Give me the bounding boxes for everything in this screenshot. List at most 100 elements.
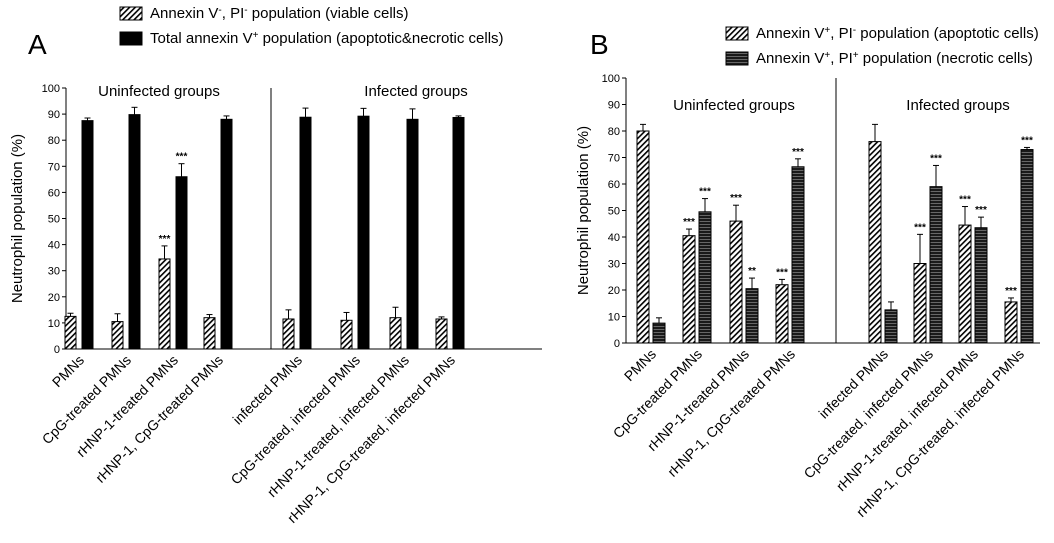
legend-label-part: Annexin V: [756, 50, 824, 67]
legend-label-sup: +: [853, 50, 859, 61]
legend-label: Annexin V-, PI- population (viable cells…: [150, 5, 409, 23]
legend-label-sup: +: [253, 30, 259, 41]
significance-label: ***: [1021, 135, 1033, 146]
y-tick-label: 90: [48, 109, 60, 121]
legend-label-part: Annexin V: [150, 5, 218, 22]
y-tick-label: 100: [602, 73, 620, 85]
group-label: Uninfected groups: [673, 97, 795, 114]
bar: [958, 224, 972, 344]
bar: [729, 220, 743, 344]
y-tick-label: 0: [54, 344, 60, 356]
legend-label-part: Annexin V: [756, 25, 824, 42]
panel-b: B Annexin V+, PI- population (apoptotic c…: [575, 25, 1040, 520]
legend-label-sup: +: [824, 25, 830, 36]
legend-swatch: [725, 51, 749, 66]
bar: [220, 118, 233, 350]
bar: [81, 120, 94, 350]
significance-label: ***: [176, 152, 188, 163]
legend-label-part: , PI: [222, 5, 245, 22]
significance-label: ***: [959, 195, 971, 206]
y-tick-label: 70: [48, 161, 60, 173]
y-tick-label: 40: [48, 240, 60, 252]
y-tick-label: 100: [42, 83, 60, 95]
legend-label: Total annexin V+ population (apoptotic&n…: [150, 30, 504, 48]
bar: [913, 263, 927, 344]
x-category-label: CpG-treated PMNs: [610, 346, 705, 441]
bar: [435, 318, 448, 350]
y-tick-label: 90: [608, 100, 620, 112]
bar: [745, 288, 759, 344]
y-axis-title: Neutrophil population (%): [9, 134, 26, 303]
bar: [389, 317, 402, 350]
x-category-label: rHNP-1, CpG-treated, infected PMNs: [284, 352, 458, 526]
significance-label: ***: [683, 217, 695, 228]
y-axis-title: Neutrophil population (%): [575, 126, 592, 295]
bar: [1004, 301, 1018, 344]
legend-label-sup: -: [244, 5, 247, 16]
significance-label: ***: [975, 205, 987, 216]
y-tick-label: 80: [48, 135, 60, 147]
y-tick-label: 30: [608, 259, 620, 271]
group-label: Infected groups: [364, 83, 467, 100]
y-tick-label: 50: [608, 206, 620, 218]
bar: [299, 116, 312, 350]
panel-a: A Annexin V-, PI- population (viable cell…: [9, 5, 542, 526]
bar: [791, 166, 805, 344]
x-category-label: CpG-treated PMNs: [39, 352, 134, 447]
significance-label: ***: [159, 234, 171, 245]
legend-label-part: population (apoptotic&necrotic cells): [258, 30, 503, 47]
y-tick-label: 80: [608, 126, 620, 138]
legend-label-sup: -: [853, 25, 856, 36]
bar: [128, 114, 141, 350]
x-category-label: rHNP-1, CpG-treated, infected PMNs: [853, 346, 1027, 520]
bar: [158, 258, 171, 350]
y-tick-label: 20: [608, 285, 620, 297]
legend-label-sup: -: [218, 5, 221, 16]
legend-label-part: population (apoptotic cells): [856, 25, 1039, 42]
bar: [636, 130, 650, 344]
significance-label: ***: [930, 153, 942, 164]
legend-label-part: , PI: [830, 25, 853, 42]
significance-label: ***: [792, 147, 804, 158]
significance-label: ***: [776, 267, 788, 278]
significance-label: ***: [699, 187, 711, 198]
y-tick-label: 60: [48, 187, 60, 199]
bar: [682, 235, 696, 344]
y-tick-label: 70: [608, 153, 620, 165]
legend-swatch: [119, 6, 143, 21]
bar: [652, 322, 666, 344]
legend-swatch: [119, 31, 143, 46]
bar: [203, 317, 216, 350]
bar: [884, 309, 898, 344]
y-tick-label: 50: [48, 214, 60, 226]
bar: [929, 186, 943, 344]
x-category-label: PMNs: [621, 346, 659, 384]
bar: [452, 116, 465, 350]
significance-label: **: [748, 266, 756, 277]
legend-label-part: population (necrotic cells): [859, 50, 1033, 67]
y-tick-label: 30: [48, 266, 60, 278]
panel-letter: A: [28, 29, 47, 60]
bar: [175, 176, 188, 350]
significance-label: ***: [730, 193, 742, 204]
y-tick-label: 10: [48, 318, 60, 330]
bar: [282, 318, 295, 350]
y-tick-label: 0: [614, 338, 620, 350]
significance-label: ***: [914, 222, 926, 233]
bar: [340, 319, 353, 350]
y-tick-label: 40: [608, 232, 620, 244]
bar: [111, 321, 124, 350]
y-tick-label: 20: [48, 292, 60, 304]
bar: [974, 227, 988, 344]
y-tick-label: 10: [608, 312, 620, 324]
bar: [1020, 149, 1034, 344]
significance-label: ***: [1005, 286, 1017, 297]
group-label: Uninfected groups: [98, 83, 220, 100]
legend-label-sup: +: [824, 50, 830, 61]
legend-swatch: [725, 26, 749, 41]
panel-letter: B: [590, 29, 609, 60]
legend-label-part: Total annexin V: [150, 30, 253, 47]
group-label: Infected groups: [906, 97, 1009, 114]
bar: [64, 315, 77, 350]
